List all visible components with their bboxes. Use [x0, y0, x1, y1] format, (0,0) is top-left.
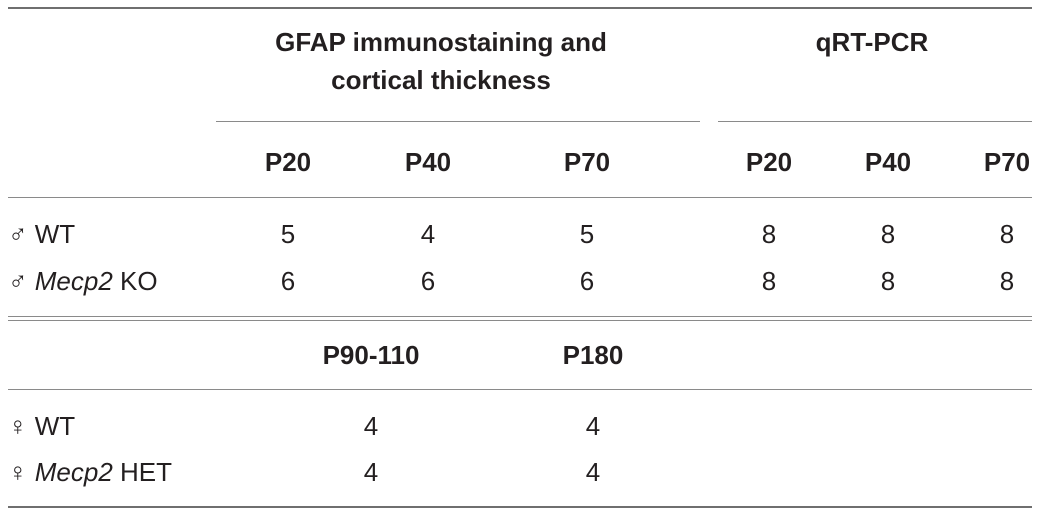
cell-male-wt-p40-qrtpcr: 8: [880, 219, 896, 249]
group-header-gfap-line1: GFAP immunostaining and: [275, 27, 607, 57]
female-header-bottom-rule: [8, 389, 1032, 390]
header-bottom-rule: [8, 197, 1032, 198]
row-label-text: WT: [34, 411, 76, 441]
male-symbol: ♂: [8, 266, 28, 296]
top-rule: [8, 7, 1032, 9]
female-symbol: ♀: [8, 457, 28, 487]
cell-male-ko-p70-qrtpcr: 8: [999, 266, 1015, 296]
cell-male-wt-p40-gfap: 4: [420, 219, 436, 249]
row-label-female-wt: ♀ WT: [8, 411, 75, 441]
col-header-p40-gfap: P40: [404, 147, 452, 177]
female-symbol: ♀: [8, 411, 28, 441]
cell-male-ko-p20-qrtpcr: 8: [761, 266, 777, 296]
col-header-p90-110: P90-110: [322, 340, 420, 370]
cell-female-het-p180: 4: [585, 457, 601, 487]
bottom-rule: [8, 506, 1032, 508]
col-header-p70-gfap: P70: [563, 147, 611, 177]
row-label-text: WT: [34, 219, 76, 249]
gene-name: Mecp2: [34, 266, 113, 296]
col-header-p40-qrtpcr: P40: [864, 147, 912, 177]
col-header-p180: P180: [562, 340, 624, 370]
cell-female-het-p90-110: 4: [363, 457, 379, 487]
row-label-text: HET: [120, 457, 173, 487]
cell-male-wt-p20-gfap: 5: [280, 219, 296, 249]
row-label-female-het: ♀ Mecp2 HET: [8, 457, 172, 487]
cell-male-ko-p40-qrtpcr: 8: [880, 266, 896, 296]
cell-male-ko-p70-gfap: 6: [579, 266, 595, 296]
section-separator: [8, 316, 1032, 321]
cell-male-ko-p40-gfap: 6: [420, 266, 436, 296]
cell-male-wt-p70-qrtpcr: 8: [999, 219, 1015, 249]
group-header-gfap-line2: cortical thickness: [331, 65, 551, 95]
spanner-rule-qrtpcr: [718, 121, 1032, 122]
group-header-qrtpcr: qRT-PCR: [815, 27, 929, 57]
col-header-p70-qrtpcr: P70: [983, 147, 1031, 177]
row-label-male-wt: ♂ WT: [8, 219, 75, 249]
cell-female-wt-p90-110: 4: [363, 411, 379, 441]
cell-male-wt-p20-qrtpcr: 8: [761, 219, 777, 249]
gene-name: Mecp2: [34, 457, 113, 487]
col-header-p20-gfap: P20: [264, 147, 312, 177]
cell-female-wt-p180: 4: [585, 411, 601, 441]
cell-male-ko-p20-gfap: 6: [280, 266, 296, 296]
male-symbol: ♂: [8, 219, 28, 249]
cell-male-wt-p70-gfap: 5: [579, 219, 595, 249]
row-label-male-ko: ♂ Mecp2 KO: [8, 266, 158, 296]
col-header-p20-qrtpcr: P20: [745, 147, 793, 177]
row-label-text: KO: [120, 266, 158, 296]
spanner-rule-gfap: [216, 121, 700, 122]
